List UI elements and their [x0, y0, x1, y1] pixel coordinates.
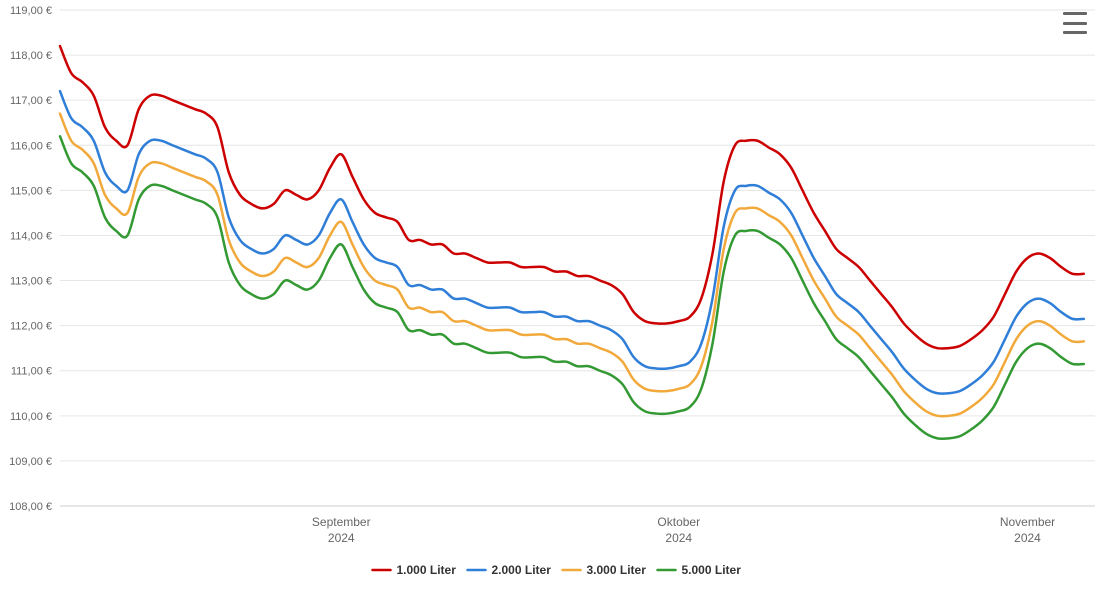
- y-tick-label: 114,00 €: [10, 230, 52, 242]
- legend-item[interactable]: 5.000 Liter: [658, 563, 742, 577]
- series-line: [60, 46, 1084, 349]
- y-tick-label: 113,00 €: [10, 276, 52, 288]
- y-tick-label: 116,00 €: [10, 140, 52, 152]
- y-tick-label: 108,00 €: [9, 501, 52, 513]
- x-tick-sublabel: 2024: [665, 531, 692, 545]
- y-tick-label: 111,00 €: [11, 366, 52, 378]
- y-tick-label: 115,00 €: [10, 185, 52, 197]
- y-tick-label: 110,00 €: [10, 411, 52, 423]
- x-tick-sublabel: 2024: [328, 531, 355, 545]
- chart-menu-button[interactable]: [1063, 12, 1087, 34]
- y-tick-label: 118,00 €: [10, 50, 52, 62]
- x-tick-label: Oktober: [657, 515, 700, 529]
- price-line-chart: 108,00 € 109,00 € 110,00 € 111,00 € 112,00 €…: [0, 0, 1105, 602]
- y-tick-label: 109,00 €: [9, 456, 52, 468]
- chart-svg: 108,00 € 109,00 € 110,00 € 111,00 € 112,00 €…: [0, 0, 1105, 602]
- x-tick-label: September: [312, 515, 371, 529]
- legend-label: 1.000 Liter: [397, 563, 457, 577]
- x-tick-sublabel: 2024: [1014, 531, 1041, 545]
- legend-label: 3.000 Liter: [587, 563, 647, 577]
- series-line: [60, 136, 1084, 439]
- legend-item[interactable]: 1.000 Liter: [373, 563, 457, 577]
- y-tick-label: 117,00 €: [10, 95, 52, 107]
- y-tick-label: 112,00 €: [10, 321, 52, 333]
- legend-item[interactable]: 2.000 Liter: [468, 563, 552, 577]
- legend-label: 2.000 Liter: [492, 563, 552, 577]
- y-tick-label: 119,00 €: [10, 5, 52, 17]
- legend-label: 5.000 Liter: [682, 563, 742, 577]
- legend-item[interactable]: 3.000 Liter: [563, 563, 647, 577]
- series-line: [60, 91, 1084, 394]
- x-tick-label: November: [1000, 515, 1055, 529]
